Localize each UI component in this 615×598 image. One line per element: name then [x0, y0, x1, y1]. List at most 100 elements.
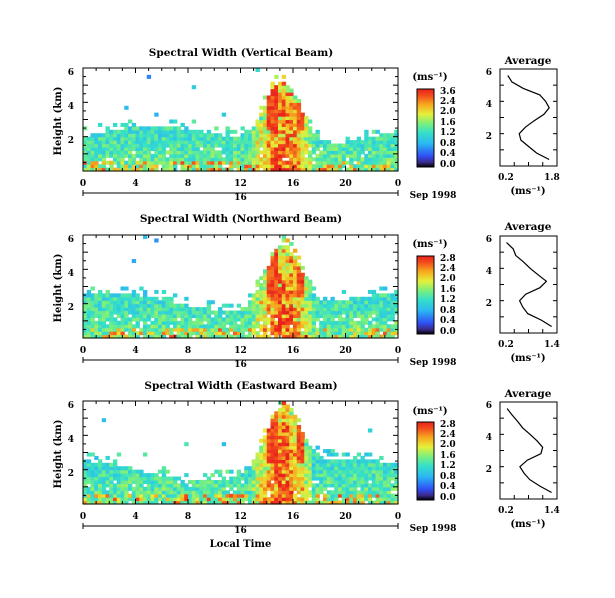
heatmap-cell [120, 150, 125, 155]
heatmap-cell [394, 466, 399, 471]
heatmap-cell [266, 310, 272, 315]
heatmap-cell [176, 331, 182, 336]
heatmap-cell [169, 310, 174, 315]
heatmap-cell [161, 473, 167, 478]
heatmap-cell [150, 490, 155, 495]
heatmap-cell [304, 459, 309, 464]
heatmap-cell [98, 143, 103, 148]
heatmap-cell [293, 445, 298, 450]
heatmap-cell [169, 160, 174, 165]
heatmap-cell [263, 428, 268, 433]
heatmap-cell [270, 262, 275, 267]
heatmap-cell [293, 307, 298, 312]
heatmap-cell [296, 324, 302, 329]
heatmap-cell [143, 497, 148, 502]
heatmap-cell [259, 303, 264, 308]
heatmap-cell [285, 88, 290, 93]
heatmap-cell [394, 150, 399, 155]
heatmap-cell [356, 324, 362, 329]
heatmap-cell [150, 479, 155, 484]
heatmap-cell [371, 334, 377, 339]
heatmap-cell [244, 476, 249, 481]
heatmap-cell [218, 160, 223, 165]
colorbar [416, 88, 435, 168]
heatmap-cell [278, 421, 283, 426]
heatmap-cell [326, 466, 332, 471]
heatmap-cell [300, 150, 305, 155]
heatmap-cell [184, 310, 189, 315]
heatmap-cell [90, 493, 95, 498]
heatmap-cell [285, 462, 290, 467]
heatmap-cell [274, 320, 279, 325]
heatmap-cell [251, 466, 257, 471]
heatmap-cell [281, 136, 287, 141]
heatmap-cell [98, 473, 103, 478]
heatmap-cell [199, 320, 204, 325]
heatmap-cell [296, 140, 302, 145]
heatmap-cell [311, 500, 317, 505]
heatmap-cell [285, 476, 290, 481]
heatmap-cell [360, 307, 365, 312]
heatmap-cell [341, 160, 347, 165]
heatmap-cell [338, 476, 343, 481]
heatmap-cell [173, 307, 178, 312]
heatmap-cell [304, 483, 309, 488]
heatmap-cell [255, 296, 260, 301]
heatmap-cell [263, 324, 268, 329]
heatmap-cell [319, 153, 324, 158]
heatmap-cell [184, 313, 189, 318]
heatmap-cell [296, 476, 302, 481]
heatmap-cell [304, 455, 309, 460]
colorbar-ticks: 2.8 2.4 2.0 1.6 1.2 0.8 0.4 0.0 [440, 420, 456, 503]
heatmap-cell [173, 119, 178, 124]
heatmap-cell [191, 167, 197, 172]
heatmap-cell [109, 466, 114, 471]
heatmap-cell [383, 324, 388, 329]
heatmap-cell [105, 483, 110, 488]
heatmap-cell [281, 293, 287, 298]
heatmap-cell [116, 300, 122, 305]
heatmap-cell [371, 469, 377, 474]
heatmap-cell [293, 473, 298, 478]
heatmap-cell [203, 157, 208, 162]
heatmap-cell [266, 300, 272, 305]
heatmap-cell [300, 486, 305, 491]
heatmap-cell [128, 293, 133, 298]
heatmap-cell [296, 296, 302, 301]
heatmap-cell [98, 140, 103, 145]
heatmap-cell [390, 310, 395, 315]
heatmap-cell [349, 146, 354, 151]
heatmap-cell [169, 150, 174, 155]
heatmap-cell [308, 331, 313, 336]
heatmap-cell [184, 442, 189, 447]
heatmap-cell [98, 146, 103, 151]
heatmap-cell [101, 418, 107, 423]
heatmap-cell [278, 160, 283, 165]
heatmap-cell [281, 493, 287, 498]
heatmap-cell [154, 303, 159, 308]
heatmap-cell [158, 327, 163, 332]
heatmap-cell [161, 157, 167, 162]
heatmap-cell [161, 150, 167, 155]
heatmap-cell [296, 129, 302, 134]
heatmap-cell [248, 317, 253, 322]
heatmap-cell [143, 317, 148, 322]
heatmap-cell [270, 493, 275, 498]
heatmap-cell [285, 317, 290, 322]
heatmap-cell [308, 310, 313, 315]
heatmap-cell [128, 153, 133, 158]
heatmap-cell [315, 473, 320, 478]
heatmap-cell [315, 164, 320, 169]
heatmap-cell [281, 81, 287, 86]
heatmap-cell [150, 476, 155, 481]
heatmap-cell [150, 483, 155, 488]
heatmap-cell [199, 324, 204, 329]
heatmap-cell [375, 327, 380, 332]
heatmap-cell [180, 479, 185, 484]
heatmap-cell [86, 167, 92, 172]
heatmap-cell [154, 310, 159, 315]
heatmap-cell [236, 150, 242, 155]
heatmap-cell [180, 490, 185, 495]
heatmap-cell [274, 252, 279, 257]
heatmap-cell [94, 296, 99, 301]
